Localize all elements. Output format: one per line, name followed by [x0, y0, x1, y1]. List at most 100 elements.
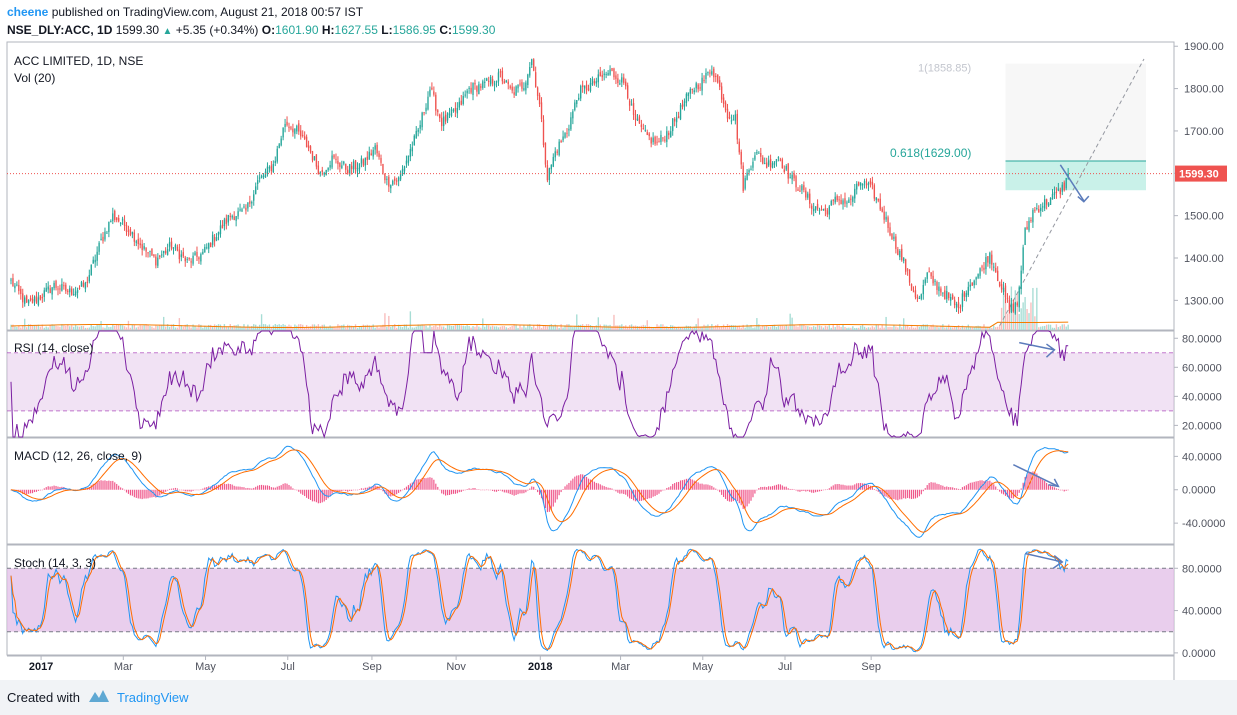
candle-body — [427, 96, 429, 110]
volume-bar — [341, 325, 343, 330]
macd-histogram-bar — [816, 489, 819, 492]
volume-bar — [104, 327, 106, 330]
candle-body — [22, 293, 24, 303]
volume-bar — [139, 325, 141, 330]
candle-body — [957, 302, 960, 308]
volume-bar — [887, 327, 889, 330]
candle-body — [791, 174, 793, 180]
candle-body — [388, 176, 390, 187]
macd-histogram-bar — [212, 485, 214, 490]
volume-bar — [319, 326, 322, 330]
volume-bar — [850, 327, 852, 330]
candle-body — [315, 154, 318, 167]
volume-bar — [454, 324, 457, 330]
high-label: H: — [321, 23, 335, 37]
macd-histogram-bar — [550, 489, 552, 510]
macd-histogram-bar — [497, 489, 500, 491]
candle-body — [411, 147, 414, 152]
volume-bar — [832, 324, 834, 330]
trend-projection-line — [999, 58, 1145, 327]
macd-histogram-bar — [413, 480, 415, 490]
candle-body — [460, 100, 462, 105]
volume-bar — [484, 326, 486, 330]
candle-body — [43, 290, 45, 297]
volume-bar — [356, 327, 359, 330]
chart-canvas[interactable]: 1300.001400.001500.001600.001700.001800.… — [0, 0, 1237, 680]
volume-bar — [623, 326, 625, 330]
candle-body — [529, 67, 531, 76]
tradingview-brand-link[interactable]: TradingView — [117, 690, 189, 705]
macd-histogram-bar — [629, 489, 631, 499]
rsi-tick-label: 60.0000 — [1182, 362, 1222, 374]
candle-body — [523, 88, 525, 90]
last-value: 1599.30 — [115, 23, 160, 37]
macd-histogram-bar — [47, 486, 49, 490]
candle-body — [399, 173, 402, 180]
macd-histogram-bar — [969, 482, 971, 490]
tradingview-logo-icon[interactable] — [87, 688, 111, 704]
macd-histogram-bar — [486, 489, 488, 491]
candle-body — [985, 257, 987, 270]
volume-bar — [816, 324, 819, 330]
volume-bar — [307, 326, 310, 330]
candle-body — [709, 72, 711, 74]
macd-histogram-bar — [374, 485, 376, 490]
macd-histogram-bar — [112, 480, 114, 490]
volume-bar — [534, 327, 537, 330]
candle-body — [767, 160, 770, 166]
macd-histogram-bar — [243, 487, 245, 490]
candle-body — [863, 181, 866, 184]
macd-histogram-bar — [881, 489, 883, 495]
macd-histogram-bar — [388, 489, 390, 497]
macd-histogram-bar — [478, 489, 480, 490]
volume-bar — [448, 325, 451, 330]
volume-bar — [615, 325, 617, 330]
macd-histogram-bar — [378, 487, 380, 490]
candle-body — [176, 246, 179, 251]
volume-bar — [985, 327, 987, 330]
macd-histogram-bar — [572, 478, 574, 490]
volume-bar — [666, 326, 668, 330]
candle-body — [1061, 184, 1063, 192]
macd-histogram-bar — [918, 489, 920, 497]
macd-histogram-bar — [282, 483, 284, 490]
macd-histogram-bar — [20, 489, 22, 493]
volume-bar — [174, 327, 177, 330]
macd-histogram-bar — [59, 487, 61, 490]
macd-arrow — [1013, 464, 1059, 488]
macd-histogram-bar — [693, 480, 695, 490]
volume-bar — [69, 326, 71, 330]
macd-histogram-bar — [715, 488, 717, 490]
volume-bar — [49, 325, 51, 330]
macd-histogram-bar — [296, 489, 298, 491]
candle-body — [82, 282, 85, 287]
candle-body — [576, 100, 578, 104]
candle-body — [717, 74, 719, 83]
volume-bar — [213, 324, 216, 330]
volume-bar — [801, 324, 803, 330]
candle-body — [352, 161, 355, 170]
volume-bar — [807, 326, 809, 330]
volume-bar — [511, 325, 513, 330]
candle-body — [601, 74, 603, 78]
volume-bar — [1038, 327, 1040, 330]
macd-histogram-bar — [736, 489, 738, 502]
macd-histogram-bar — [658, 489, 660, 494]
volume-bar — [399, 326, 402, 330]
candle-body — [581, 85, 584, 87]
volume-bar — [1012, 309, 1015, 330]
volume-bar — [1036, 287, 1038, 330]
author-link[interactable]: cheene — [7, 5, 49, 19]
macd-histogram-bar — [323, 489, 325, 502]
candle-body — [603, 73, 605, 76]
candle-body — [842, 200, 844, 205]
candle-body — [1012, 303, 1015, 312]
macd-histogram-bar — [756, 489, 758, 491]
volume-bar — [401, 327, 404, 330]
candle-body — [458, 101, 460, 108]
macd-histogram-bar — [985, 480, 987, 490]
macd-histogram-bar — [529, 488, 531, 490]
volume-bar — [339, 325, 341, 330]
candle-body — [583, 85, 586, 89]
candle-body — [497, 72, 500, 82]
